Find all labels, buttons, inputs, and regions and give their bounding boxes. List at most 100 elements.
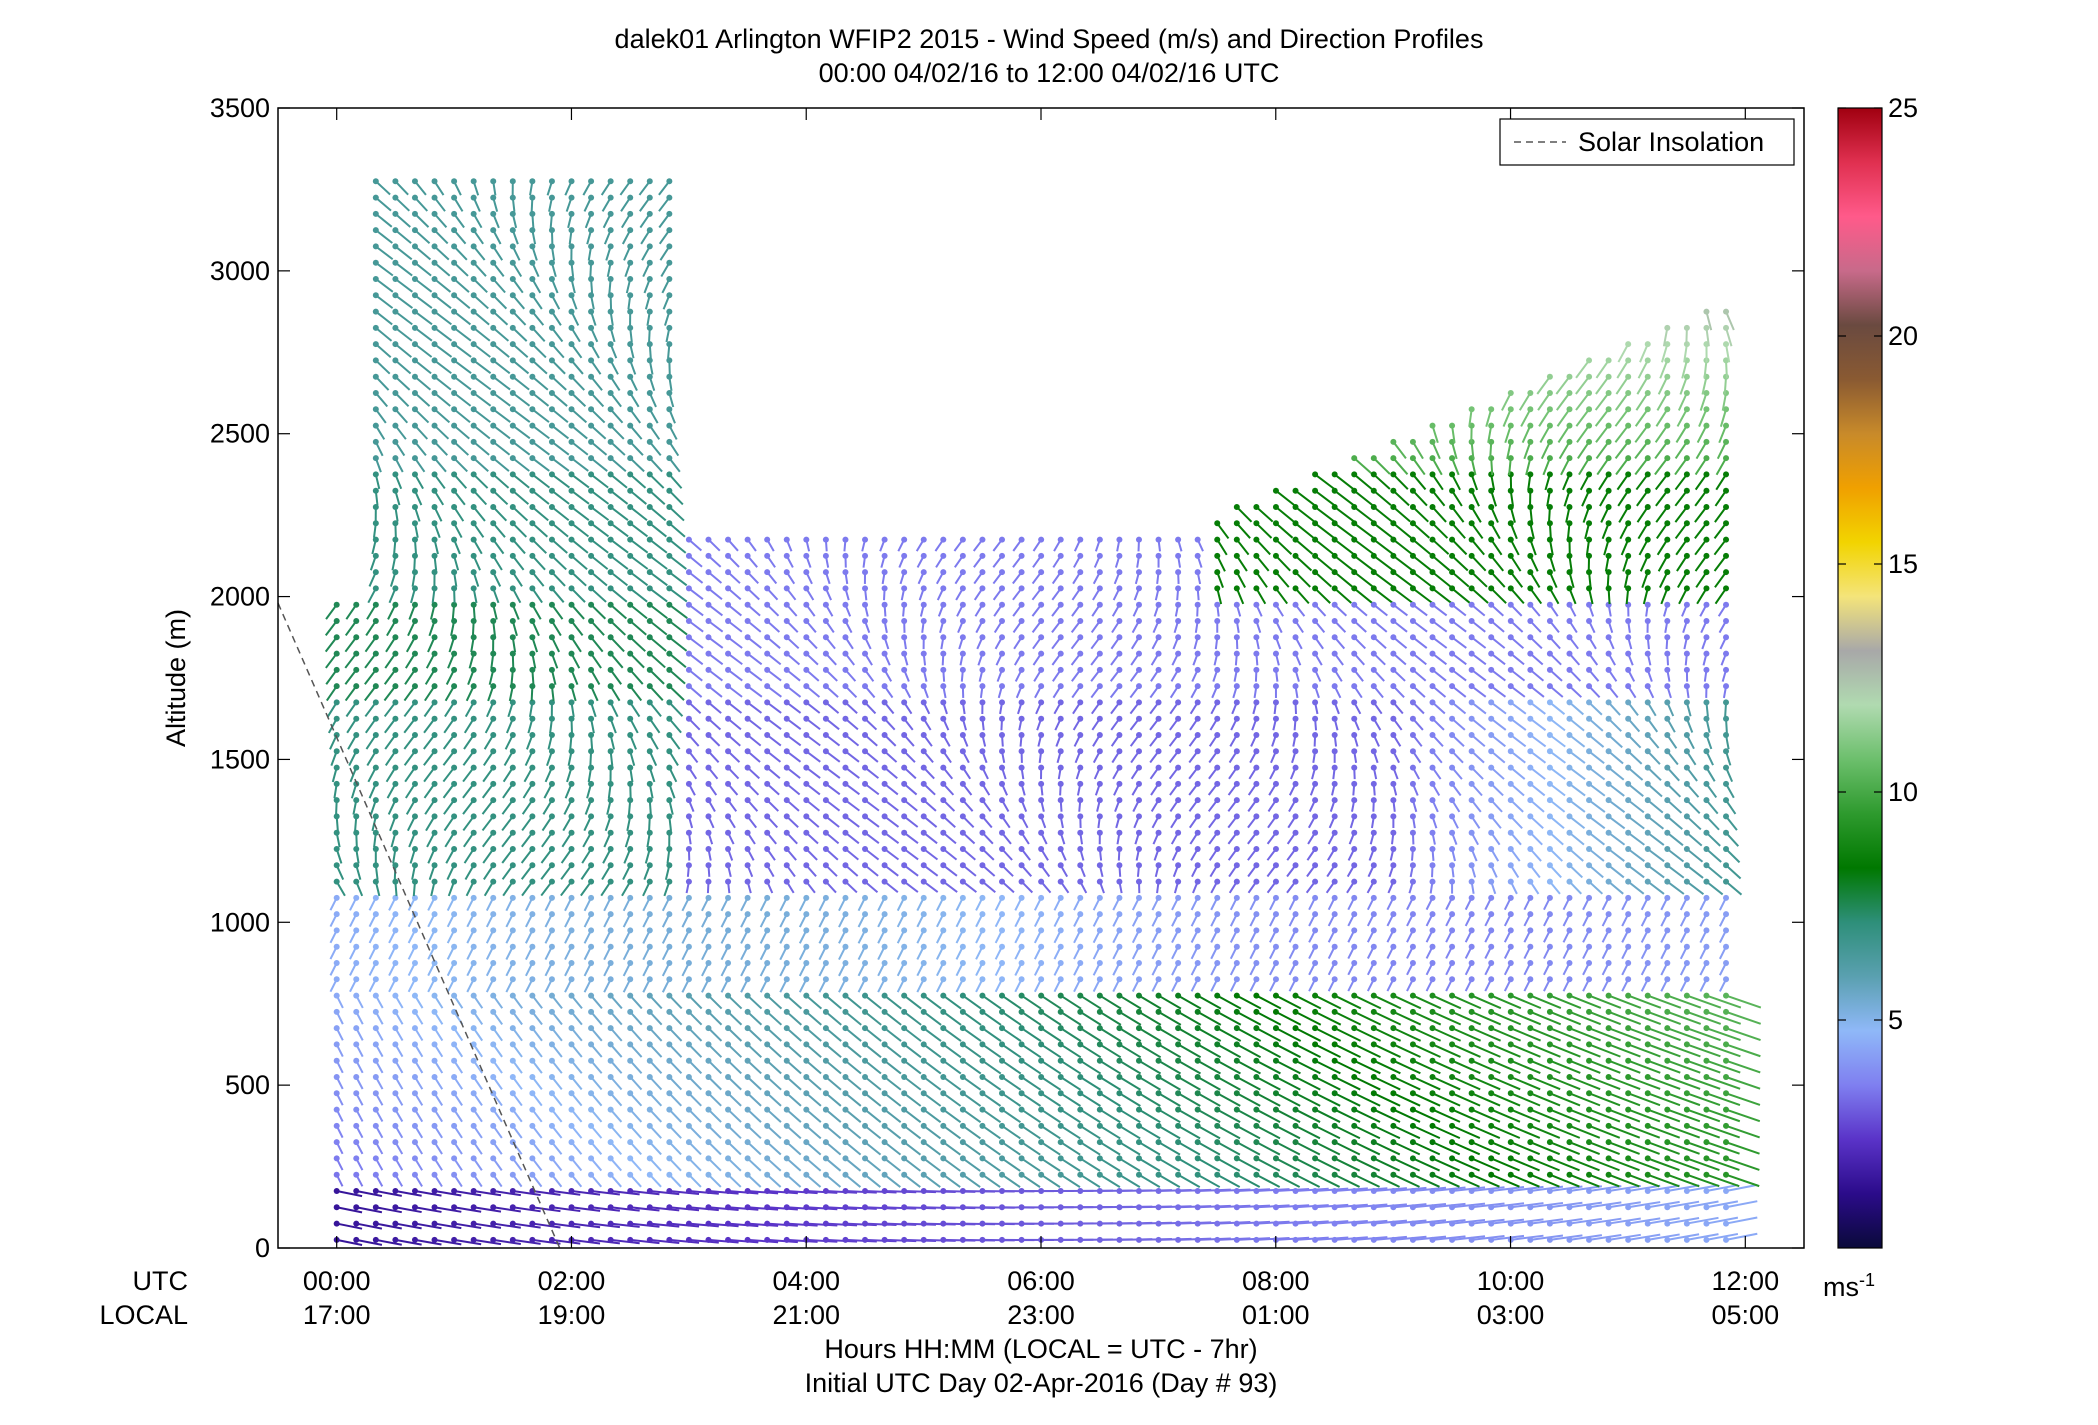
wind-barb-dot (783, 797, 790, 804)
wind-barb (805, 1076, 822, 1091)
wind-barb-dot (881, 943, 888, 950)
wind-barb-dot (607, 324, 614, 331)
wind-barb-dot (372, 438, 379, 445)
wind-barb-dot (959, 846, 966, 852)
wind-barb (512, 375, 530, 391)
wind-barb-dot (1272, 764, 1279, 771)
wind-barb-dot (529, 178, 536, 185)
wind-barb-dot (431, 1074, 438, 1080)
wind-barb (453, 261, 469, 277)
wind-barb-dot (1233, 1122, 1240, 1129)
wind-barb-dot (353, 1074, 360, 1080)
wind-barb-dot (1135, 813, 1142, 820)
wind-barb-dot (725, 862, 732, 869)
wind-barb-dot (1155, 1106, 1162, 1113)
wind-barb (590, 424, 607, 440)
wind-barb-dot (1018, 943, 1025, 950)
wind-barb-dot (470, 324, 477, 331)
wind-barb-dot (627, 1236, 634, 1243)
wind-barb-dot (1253, 1220, 1260, 1227)
wind-barb-dot (1135, 1025, 1142, 1032)
wind-barb-dot (803, 552, 810, 559)
wind-barb-dot (1116, 666, 1123, 673)
wind-barb (570, 392, 587, 407)
wind-barb-dot (803, 1220, 810, 1227)
wind-barb-dot (431, 520, 438, 527)
wind-barb-dot (1038, 780, 1045, 787)
wind-barb-dot (588, 243, 595, 250)
wind-barb (473, 1190, 502, 1197)
wind-barb-dot (803, 569, 810, 576)
wind-barb-dot (568, 634, 575, 641)
wind-barb-dot (372, 943, 379, 950)
wind-barb-dot (627, 1074, 634, 1080)
wind-barb (1021, 1092, 1042, 1107)
wind-barb-dot (1253, 813, 1260, 820)
wind-barb-dot (920, 1025, 927, 1032)
wind-barb (825, 1027, 842, 1042)
wind-barb (414, 213, 430, 228)
wind-barb-dot (353, 1188, 360, 1194)
wind-barb-dot (372, 1057, 379, 1064)
wind-barb (1040, 1173, 1061, 1188)
wind-barb (981, 1092, 1002, 1107)
wind-barb-dot (1077, 732, 1084, 738)
wind-barb-dot (1272, 960, 1279, 966)
wind-barb-dot (1175, 1188, 1182, 1194)
wind-barb-dot (1096, 829, 1103, 836)
wind-barb-dot (783, 618, 790, 624)
wind-barb-dot (451, 471, 458, 478)
wind-barb-dot (1155, 666, 1162, 673)
wind-barb-dot (862, 813, 869, 820)
wind-barb-dot (1272, 927, 1279, 934)
wind-barb-dot (470, 178, 477, 185)
wind-barb (649, 555, 668, 570)
wind-barb (570, 408, 588, 424)
wind-barb-dot (568, 406, 575, 413)
wind-barb (1079, 1141, 1101, 1156)
wind-barb (825, 1222, 858, 1227)
wind-barb-dot (940, 992, 947, 999)
wind-barb (570, 587, 586, 603)
wind-barb-dot (705, 1236, 712, 1243)
wind-barb-dot (862, 1122, 869, 1129)
wind-barb (433, 343, 453, 358)
wind-barb-dot (940, 569, 947, 576)
wind-barb-dot (646, 487, 653, 494)
wind-barb (532, 1206, 561, 1213)
wind-barb-dot (1272, 732, 1279, 738)
wind-barb (375, 343, 392, 358)
wind-barb (1158, 1027, 1182, 1042)
wind-barb-dot (1135, 780, 1142, 787)
wind-barb-dot (607, 992, 614, 999)
wind-barb (375, 213, 393, 228)
wind-barb-dot (1233, 846, 1240, 852)
wind-barb-dot (842, 911, 849, 918)
wind-barb-dot (1175, 618, 1182, 624)
wind-barb-dot (372, 911, 379, 918)
wind-barb-dot (842, 634, 849, 641)
wind-barb-dot (333, 1122, 340, 1129)
wind-barb-dot (451, 666, 458, 673)
wind-barb-dot (764, 1236, 771, 1243)
wind-barb-dot (959, 960, 966, 966)
wind-barb-dot (999, 585, 1006, 592)
wind-barb-dot (1253, 829, 1260, 836)
wind-barb-dot (1038, 634, 1045, 641)
wind-barb-dot (685, 1171, 692, 1178)
wind-barb-dot (1155, 536, 1162, 543)
wind-barb-dot (568, 471, 575, 478)
wind-barb-dot (1018, 960, 1025, 966)
wind-barb-dot (607, 1236, 614, 1243)
wind-barb-dot (1272, 894, 1279, 901)
wind-barb-dot (744, 699, 751, 706)
wind-barb-dot (1077, 1236, 1084, 1243)
wind-barb-dot (744, 585, 751, 592)
wind-barb-dot (1175, 911, 1182, 918)
wind-barb-dot (431, 227, 438, 234)
wind-barb-dot (959, 650, 966, 657)
wind-barb-dot (372, 536, 379, 543)
wind-barb-dot (1233, 601, 1240, 608)
wind-barb (923, 1141, 942, 1156)
wind-barb-dot (862, 1236, 869, 1243)
